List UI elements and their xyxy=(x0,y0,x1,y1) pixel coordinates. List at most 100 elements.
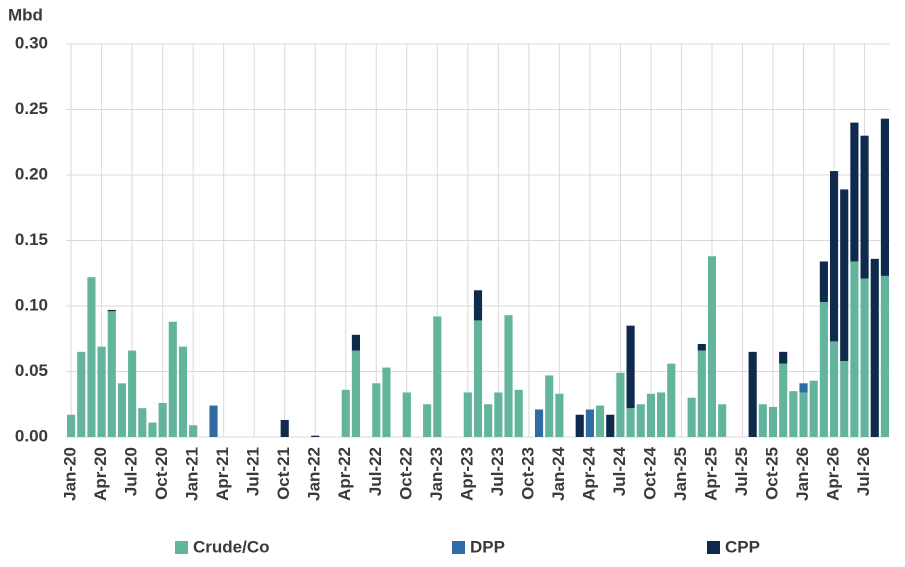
bar-segment xyxy=(799,383,808,393)
bar-segment xyxy=(829,341,839,437)
bar-segment xyxy=(748,351,757,437)
bar-segment xyxy=(138,408,147,437)
bar-segment xyxy=(667,363,676,437)
x-tick-label: Jan-21 xyxy=(183,447,202,501)
y-tick-label: 0.15 xyxy=(15,230,48,249)
bar-segment xyxy=(117,383,127,437)
x-tick-label: Jan-25 xyxy=(671,447,690,501)
x-tick-label: Apr-23 xyxy=(457,447,476,501)
bar-segment xyxy=(473,320,483,437)
bar-segment xyxy=(809,380,818,437)
y-axis-title: Mbd xyxy=(8,5,43,24)
bar-segment xyxy=(626,408,635,437)
x-tick-label: Apr-21 xyxy=(213,447,232,501)
bar-segment xyxy=(636,404,645,437)
y-tick-label: 0.10 xyxy=(15,295,48,314)
bar-segment xyxy=(189,425,198,437)
bar-segment xyxy=(107,309,116,312)
x-tick-label: Jan-26 xyxy=(793,447,812,501)
y-tick-label: 0.25 xyxy=(15,99,48,118)
bar-segment xyxy=(351,350,360,437)
x-tick-label: Oct-23 xyxy=(518,447,537,500)
bar-segment xyxy=(575,414,584,437)
x-tick-label: Jan-23 xyxy=(427,447,446,501)
x-tick-label: Jan-22 xyxy=(305,447,324,501)
y-tick-label: 0.20 xyxy=(15,164,48,183)
bar-segment xyxy=(707,256,717,437)
x-tick-label: Jul-21 xyxy=(244,447,263,496)
bar-segment xyxy=(128,350,137,437)
x-tick-label: Jul-23 xyxy=(488,447,507,496)
bar-segment xyxy=(148,422,157,437)
bar-segment xyxy=(646,393,656,437)
bar-segment xyxy=(758,404,767,437)
x-tick-label: Oct-25 xyxy=(762,447,781,500)
x-tick-label: Apr-25 xyxy=(701,447,720,501)
bar-segment xyxy=(168,321,177,437)
bar-segment xyxy=(819,302,828,437)
bar-segment xyxy=(779,351,788,364)
bar-segment xyxy=(158,402,167,437)
bar-segment xyxy=(402,392,411,437)
bar-segment xyxy=(97,346,106,437)
bar-segment xyxy=(850,122,859,262)
bar-segment xyxy=(484,404,493,437)
bar-segment xyxy=(423,404,432,437)
y-tick-label: 0.30 xyxy=(15,33,48,52)
bar-segment xyxy=(494,392,503,437)
bar-segment xyxy=(840,189,849,362)
bar-segment xyxy=(657,392,666,437)
bar-segment xyxy=(341,389,350,437)
bar-segment xyxy=(860,278,869,437)
bar-segment xyxy=(372,383,381,437)
legend-label: DPP xyxy=(470,537,505,556)
legend-swatch xyxy=(452,541,465,554)
bar-segment xyxy=(697,350,706,437)
bar-segment xyxy=(860,135,869,279)
bar-segment xyxy=(697,343,706,351)
bar-segment xyxy=(768,406,778,437)
legend-swatch xyxy=(175,541,188,554)
bar-segment xyxy=(209,405,218,437)
bar-segment xyxy=(67,414,76,437)
bar-segment xyxy=(107,311,116,437)
x-tick-label: Jul-22 xyxy=(366,447,385,496)
bar-segment xyxy=(779,363,788,437)
bar-segment xyxy=(178,346,188,437)
x-tick-label: Jan-20 xyxy=(61,447,80,501)
bar-segment xyxy=(880,118,889,276)
bar-segment xyxy=(819,261,828,303)
bar-segment xyxy=(585,409,594,437)
x-tick-label: Oct-24 xyxy=(640,446,659,499)
bar-segment xyxy=(850,261,859,437)
x-tick-label: Oct-20 xyxy=(152,447,171,500)
x-tick-label: Jul-20 xyxy=(122,447,141,496)
bar-segment xyxy=(280,419,289,437)
x-tick-label: Apr-24 xyxy=(579,446,598,500)
bar-segment xyxy=(829,171,839,342)
bar-segment xyxy=(840,361,849,437)
bar-segment xyxy=(596,405,605,437)
bar-segment xyxy=(687,397,696,437)
bar-segment xyxy=(504,315,513,437)
x-tick-label: Apr-22 xyxy=(335,447,354,501)
bar-segment xyxy=(718,404,727,437)
bar-segment xyxy=(880,275,889,437)
x-tick-label: Jul-24 xyxy=(610,446,629,496)
x-tick-label: Apr-26 xyxy=(824,447,843,501)
x-tick-label: Apr-20 xyxy=(91,447,110,501)
bar-segment xyxy=(555,393,564,437)
bar-segment xyxy=(626,325,635,409)
bar-segment xyxy=(77,351,86,437)
bar-segment xyxy=(514,389,523,437)
bar-segment xyxy=(616,372,625,437)
bar-segment xyxy=(382,367,391,437)
bar-segment xyxy=(606,414,615,437)
x-tick-label: Jul-26 xyxy=(854,447,873,496)
bar-segment xyxy=(473,290,483,321)
bar-segment xyxy=(789,391,798,437)
bar-segment xyxy=(534,409,544,437)
legend-label: CPP xyxy=(725,537,760,556)
y-tick-label: 0.00 xyxy=(15,426,48,445)
bar-segment xyxy=(433,316,442,437)
